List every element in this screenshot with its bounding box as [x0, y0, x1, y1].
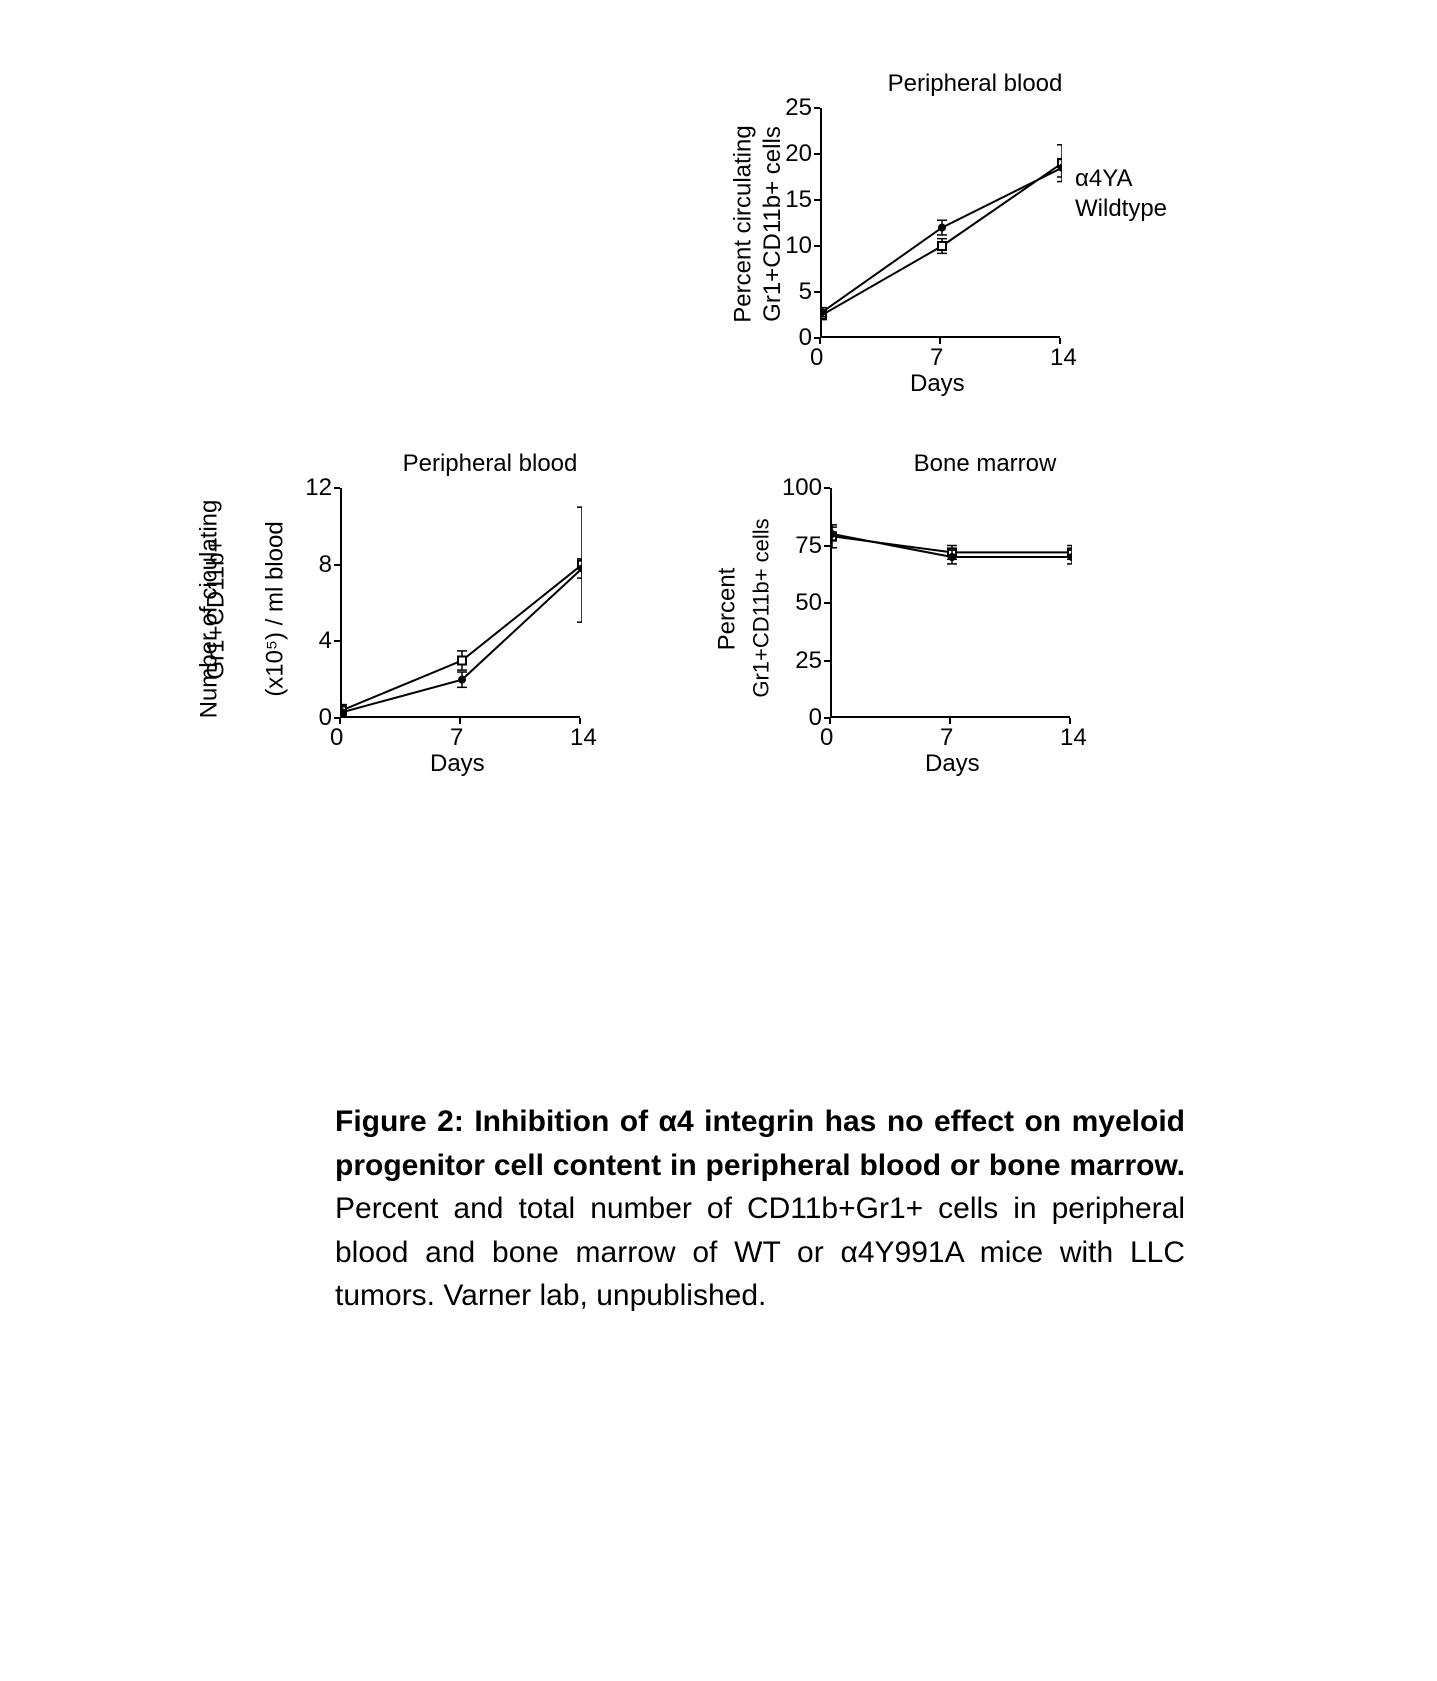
- chart2-xtick: 0: [330, 724, 343, 752]
- chart1-plot: [820, 108, 1060, 338]
- chart3-xtick: 0: [820, 724, 833, 752]
- chart1-ytick: 25: [785, 94, 812, 122]
- chart1-xtick: 0: [810, 344, 823, 372]
- figure-caption: Figure 2: Inhibition of α4 integrin has …: [335, 1100, 1185, 1318]
- chart3-ytick: 75: [795, 532, 822, 560]
- chart1-ytick: 5: [799, 278, 812, 306]
- caption-body: Percent and total number of CD11b+Gr1+ c…: [335, 1192, 1185, 1312]
- chart3-ylabel-1: Percent: [713, 568, 741, 651]
- chart3-ytick: 50: [795, 589, 822, 617]
- chart1-xtick: 14: [1050, 344, 1077, 372]
- chart1-ytick: 10: [785, 232, 812, 260]
- chart2-plot: [340, 488, 580, 718]
- chart2-container: Peripheral blood Number of ciculating Gr…: [160, 440, 660, 780]
- chart1-ytick: 15: [785, 186, 812, 214]
- chart3-container: Bone marrow Percent Gr1+CD11b+ cells Day…: [680, 440, 1220, 780]
- chart2-ylabel-2: Gr1+CD11b+: [202, 539, 230, 680]
- chart2-ytick: 8: [319, 551, 332, 579]
- chart1-title: Peripheral blood: [850, 70, 1100, 98]
- chart3-plot: [830, 488, 1070, 718]
- chart1-container: Peripheral blood Percent circulating Gr1…: [680, 60, 1220, 400]
- chart2-ylabel-3: (x10⁵) / ml blood: [262, 521, 290, 696]
- chart1-xlabel: Days: [910, 370, 965, 398]
- chart3-svg: [832, 488, 1072, 718]
- chart3-ytick: 25: [795, 647, 822, 675]
- chart2-title: Peripheral blood: [360, 450, 620, 478]
- chart2-xtick: 7: [450, 724, 463, 752]
- chart1-xtick: 7: [930, 344, 943, 372]
- legend-wildtype: Wildtype: [1075, 195, 1167, 223]
- chart2-xtick: 14: [570, 724, 597, 752]
- chart3-xtick: 7: [940, 724, 953, 752]
- chart3-ylabel-2: Gr1+CD11b+ cells: [749, 518, 775, 697]
- chart2-xlabel: Days: [430, 750, 485, 778]
- legend-a4ya: α4YA: [1075, 165, 1132, 193]
- chart3-xtick: 14: [1060, 724, 1087, 752]
- chart3-ytick: 100: [782, 474, 822, 502]
- chart2-ytick: 12: [305, 474, 332, 502]
- chart3-title: Bone marrow: [865, 450, 1105, 478]
- chart1-ytick: 20: [785, 140, 812, 168]
- caption-title: Figure 2: Inhibition of α4 integrin has …: [335, 1105, 1185, 1182]
- chart2-ytick: 4: [319, 627, 332, 655]
- chart1-ylabel-1: Percent circulating: [730, 125, 758, 322]
- chart3-xlabel: Days: [925, 750, 980, 778]
- chart1-ylabel-2: Gr1+CD11b+ cells: [759, 126, 787, 322]
- chart2-svg: [342, 488, 582, 718]
- chart1-svg: [822, 108, 1062, 338]
